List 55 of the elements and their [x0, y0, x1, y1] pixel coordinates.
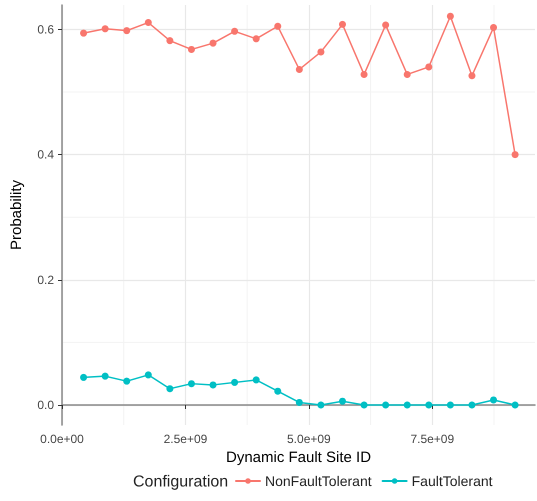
point: [252, 35, 260, 42]
point: [382, 22, 390, 29]
x-axis-title: Dynamic Fault Site ID: [226, 448, 372, 466]
y-tick-label: 0.2: [37, 272, 54, 287]
point: [468, 72, 476, 80]
point: [296, 66, 303, 73]
point: [404, 401, 411, 408]
point: [490, 24, 498, 32]
point: [252, 376, 260, 384]
point: [317, 48, 324, 56]
point: [339, 20, 346, 28]
y-tick-label: 0.4: [37, 148, 54, 162]
point: [166, 37, 174, 44]
point: [102, 372, 109, 380]
point: [231, 378, 238, 386]
point: [144, 19, 152, 26]
point: [339, 398, 346, 405]
point: [274, 388, 282, 395]
point: [512, 151, 519, 158]
point: [123, 27, 130, 34]
y-tick-label: 0.0: [37, 398, 54, 412]
point: [102, 25, 109, 32]
point: [446, 12, 454, 20]
x-tick-label: 5.0e+09: [287, 432, 332, 446]
point: [404, 70, 411, 78]
point: [231, 28, 238, 35]
point: [382, 401, 390, 408]
point: [80, 30, 88, 37]
x-tick-label: 2.5e+09: [164, 432, 208, 446]
point: [80, 374, 88, 381]
point: [425, 63, 432, 70]
point: [360, 70, 368, 78]
point: [188, 380, 195, 388]
point: [123, 378, 130, 385]
point: [490, 396, 498, 404]
point: [446, 401, 454, 408]
point: [210, 381, 217, 388]
legend-label: NonFaultTolerant: [265, 473, 372, 489]
point: [296, 398, 303, 406]
point: [317, 401, 324, 408]
legend-label: FaultTolerant: [412, 473, 493, 489]
point: [512, 401, 519, 408]
point: [468, 401, 476, 408]
x-tick-label: 0.0e+00: [40, 432, 84, 446]
point: [188, 46, 195, 53]
point: [210, 40, 217, 47]
point: [144, 371, 152, 378]
point: [425, 401, 432, 408]
point: [360, 401, 368, 408]
legend-title: Configuration: [133, 474, 228, 490]
y-axis-title: Probability: [8, 179, 25, 250]
point: [166, 385, 174, 392]
point: [274, 22, 282, 30]
x-tick-label: 7.5e+09: [410, 432, 454, 446]
y-tick-label: 0.6: [37, 22, 54, 36]
